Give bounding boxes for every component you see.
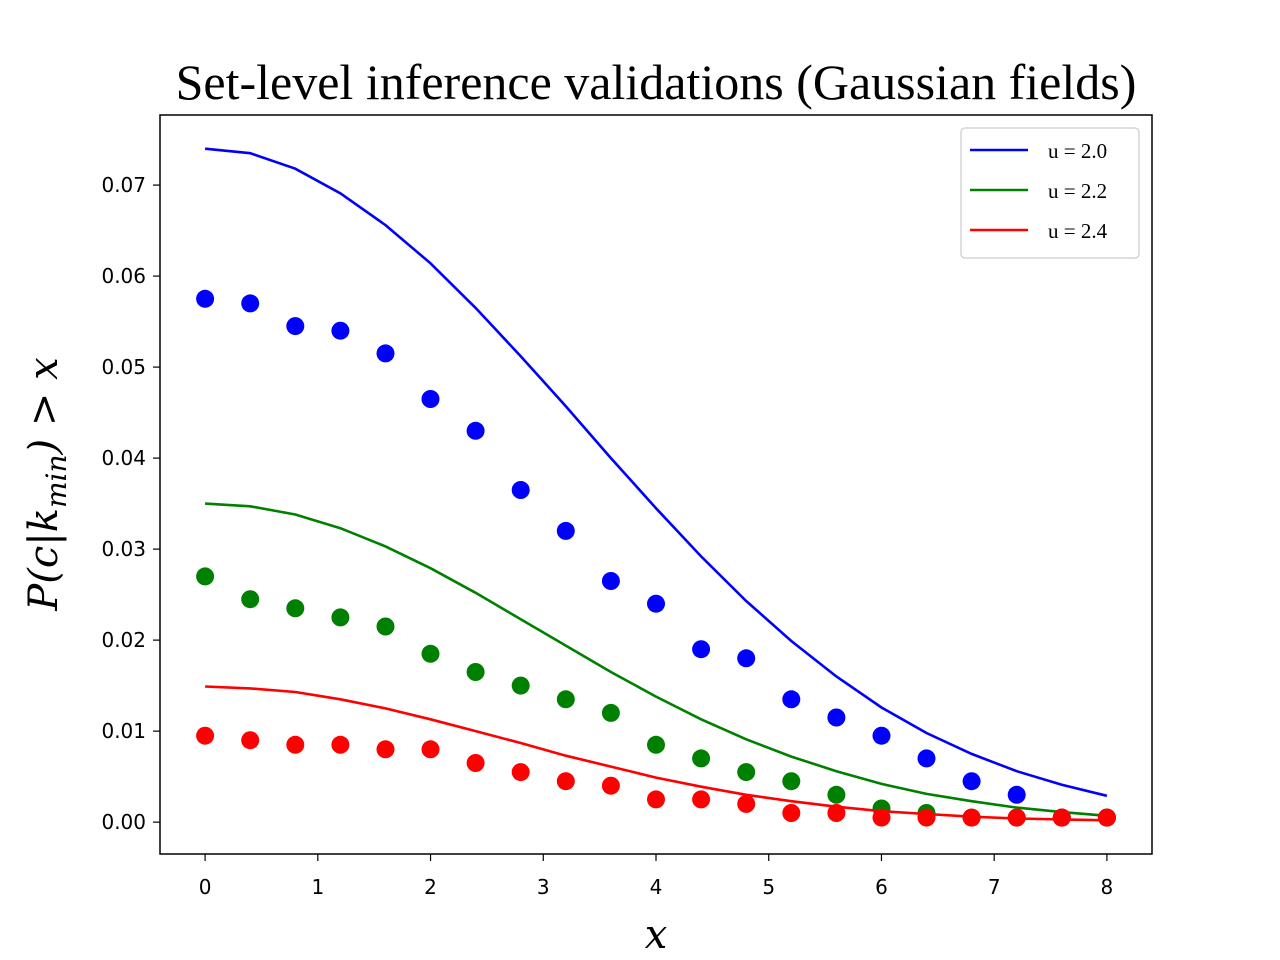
scatter-point [421,390,440,408]
series-line-3 [205,685,1107,822]
plot-marks [196,147,1116,827]
scatter-point [962,772,981,791]
scatter-point [692,640,711,659]
scatter-point [421,644,440,663]
legend-label: u = 2.2 [1048,179,1107,203]
scatter-point [331,321,350,340]
scatter-point [196,726,215,745]
scatter-point [1097,808,1116,827]
x-tick-label: 3 [537,875,550,899]
scatter-point [466,421,485,440]
scatter-point [331,608,350,627]
y-axis-ticks: 0.00 0.01 0.02 0.03 0.04 0.05 0.06 0.07 [101,173,160,834]
scatter-point [782,690,801,709]
legend: u = 2.0 u = 2.2 u = 2.4 [960,127,1140,259]
scatter-point [827,804,846,822]
scatter-point [737,763,756,782]
scatter-point [376,617,395,636]
scatter-point [241,731,260,750]
scatter-point [647,735,665,754]
legend-label: u = 2.0 [1048,139,1107,163]
x-tick-label: 1 [311,875,324,899]
y-tick-label: 0.00 [101,810,146,834]
scatter-point [782,804,801,822]
scatter-point [1052,808,1071,827]
scatter-point [872,808,891,827]
scatter-point [331,735,350,754]
legend-box [960,127,1140,259]
x-tick-label: 2 [424,875,437,899]
scatter-point [601,776,620,795]
scatter-point [376,740,395,759]
x-tick-label: 7 [988,875,1001,899]
series-line-2 [205,502,1108,818]
x-tick-label: 4 [650,875,663,899]
svg-text:P(c|kmin) > x: P(c|kmin) > x [21,357,73,611]
x-tick-label: 0 [199,875,212,899]
scatter-point [286,735,305,754]
y-tick-label: 0.03 [101,537,146,561]
legend-label: u = 2.4 [1048,219,1108,243]
scatter-point [376,344,395,363]
scatter-point [286,317,305,336]
scatter-point [511,763,530,782]
scatter-point [647,594,665,613]
x-axis-ticks: 0 1 2 3 4 5 6 7 8 [199,854,1114,899]
scatter-point [692,790,711,809]
scatter-point [196,289,215,308]
x-tick-label: 6 [875,875,888,899]
scatter-point [782,772,801,791]
scatter-point [241,294,260,313]
scatter-point [511,676,530,695]
scatter-point [601,703,620,722]
scatter-point [466,754,485,772]
scatter-point [241,590,260,609]
scatter-point [872,726,891,745]
scatter-point [556,521,575,540]
scatter-point [827,785,846,804]
scatter-point [917,749,936,768]
scatter-point [737,649,756,668]
y-tick-label: 0.04 [101,446,146,470]
y-tick-label: 0.02 [101,628,146,652]
scatter-point [1007,808,1026,827]
scatter-point [692,749,711,768]
chart-title: Set-level inference validations (Gaussia… [176,54,1137,110]
scatter-point [196,567,215,586]
y-axis-label: P(c|kmin) > x [21,357,73,611]
scatter-point [647,790,665,809]
y-tick-label: 0.07 [101,173,146,197]
scatter-point [421,740,440,759]
series-line-1 [204,147,1108,798]
y-tick-label: 0.06 [101,264,146,288]
x-tick-label: 5 [762,875,775,899]
scatter-point [556,690,575,709]
scatter-point [286,599,305,618]
y-tick-label: 0.05 [101,355,146,379]
scatter-point [827,708,846,727]
scatter-point [962,808,981,827]
y-tick-label: 0.01 [101,719,146,743]
x-tick-label: 8 [1101,875,1114,899]
scatter-point [556,772,575,791]
scatter-point [511,481,530,499]
scatter-point [601,572,620,590]
scatter-point [1007,785,1026,804]
scatter-point [737,794,756,813]
scatter-point [917,808,936,827]
x-axis-label: x [645,912,668,958]
scatter-point [466,663,485,681]
